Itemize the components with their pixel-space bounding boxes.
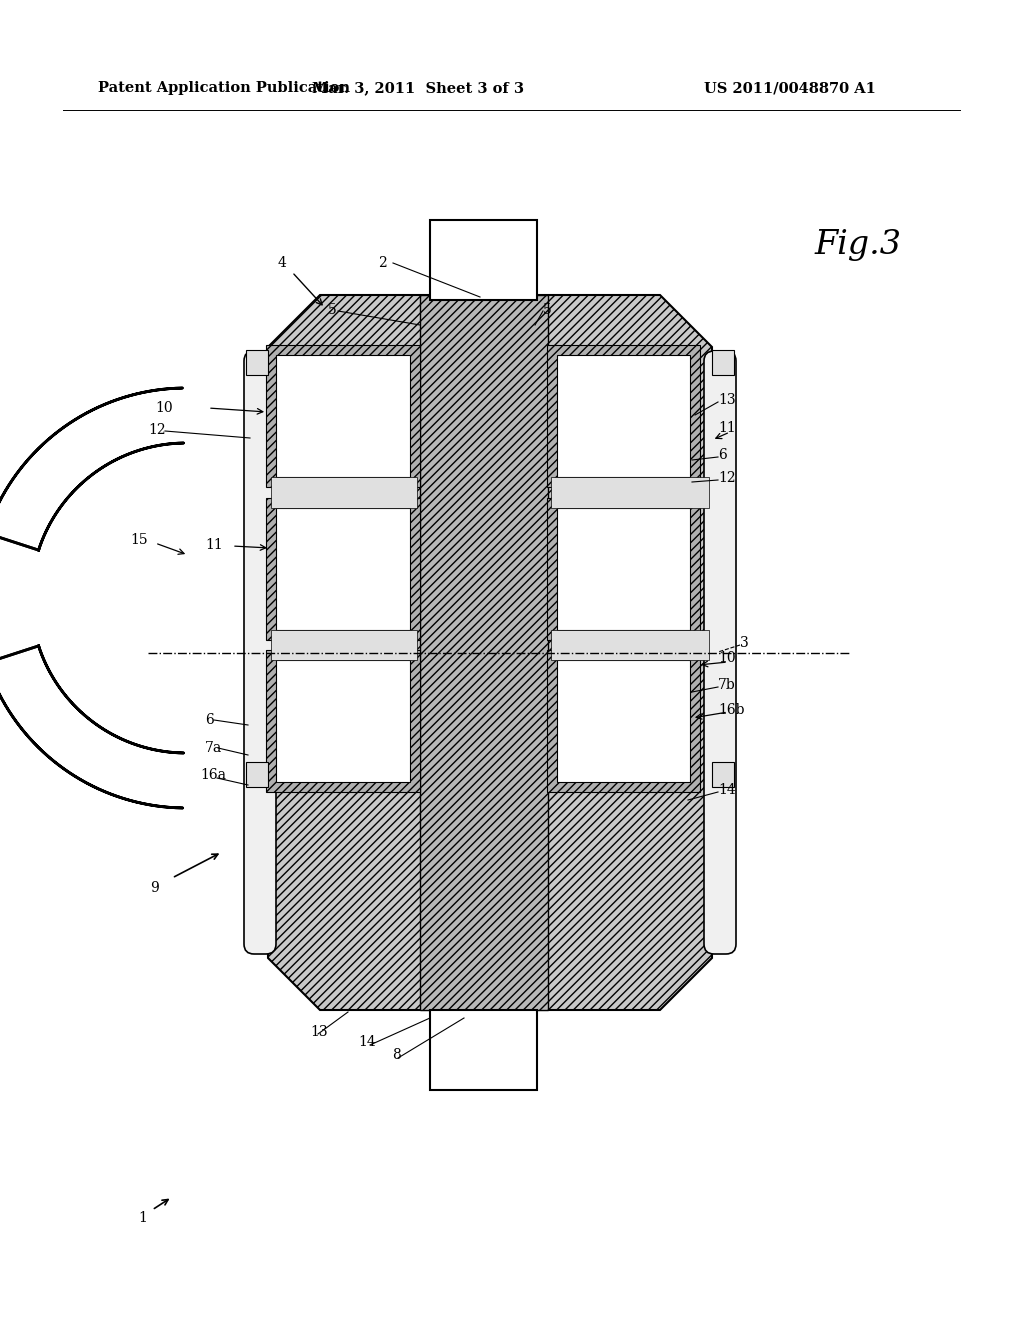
FancyBboxPatch shape [705,351,736,954]
Polygon shape [266,498,420,640]
Text: 15: 15 [130,533,147,546]
Polygon shape [266,345,420,487]
Text: 5: 5 [543,304,552,317]
Bar [271,477,417,508]
Text: 7a: 7a [205,741,222,755]
Text: 11: 11 [718,421,736,436]
Bar [557,660,690,781]
Polygon shape [268,294,712,1010]
Text: 8: 8 [392,1048,400,1063]
Text: 6: 6 [718,447,727,462]
Bar [557,355,690,477]
Text: Fig.3: Fig.3 [815,228,902,261]
Text: 2: 2 [378,256,387,271]
Polygon shape [547,649,700,792]
Bar [430,220,537,300]
Text: 4: 4 [278,256,287,271]
Bar [246,762,268,787]
Text: 10: 10 [718,651,735,665]
Bar [551,477,709,508]
Text: 16a: 16a [200,768,226,781]
Bar [712,350,734,375]
Bar [712,762,734,787]
Text: 13: 13 [718,393,735,407]
Polygon shape [266,649,420,792]
Text: 9: 9 [150,880,159,895]
Text: 6: 6 [205,713,214,727]
Polygon shape [547,345,700,487]
Bar [246,350,268,375]
Text: 3: 3 [740,636,749,649]
Bar [430,1010,537,1090]
Polygon shape [420,294,548,1010]
Text: 12: 12 [718,471,735,484]
Text: 5: 5 [328,304,337,317]
Text: 14: 14 [358,1035,376,1049]
Text: 13: 13 [310,1026,328,1039]
Text: Patent Application Publication: Patent Application Publication [98,81,350,95]
Bar [276,355,410,477]
Bar [271,630,417,660]
Text: US 2011/0048870 A1: US 2011/0048870 A1 [705,81,876,95]
Text: 14: 14 [718,783,736,797]
Bar [276,660,410,781]
Bar [557,508,690,630]
Bar [276,508,410,630]
Bar [551,630,709,660]
Text: 10: 10 [155,401,173,414]
Text: 16b: 16b [718,704,744,717]
Text: Mar. 3, 2011  Sheet 3 of 3: Mar. 3, 2011 Sheet 3 of 3 [312,81,524,95]
Text: 11: 11 [205,539,223,552]
FancyBboxPatch shape [244,351,276,954]
Polygon shape [547,498,700,640]
Text: 12: 12 [148,422,166,437]
Text: 7b: 7b [718,678,736,692]
Text: 1: 1 [138,1210,146,1225]
